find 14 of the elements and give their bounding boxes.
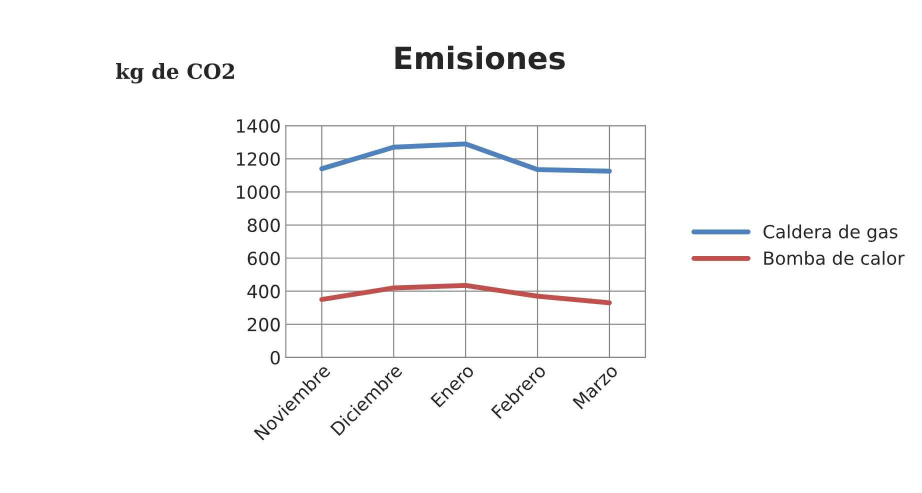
line-series (319, 141, 612, 174)
y-tick-label: 400 (247, 284, 280, 298)
legend-label: Bomba de calor (764, 251, 905, 265)
chart-title: Emisiones (395, 46, 565, 70)
legend-label: Caldera de gas (764, 224, 898, 242)
y-tick-label: 800 (248, 218, 280, 232)
y-tick-label: 1400 (236, 119, 280, 133)
line-series (319, 283, 612, 306)
y-axis-title: kg de CO2 (116, 63, 234, 84)
y-tick-label: 600 (248, 252, 280, 266)
y-tick-label: 200 (248, 318, 280, 332)
y-tick-label: 1200 (236, 152, 280, 166)
y-tick-label: 1000 (236, 185, 280, 200)
y-tick-label: 0 (270, 350, 280, 365)
